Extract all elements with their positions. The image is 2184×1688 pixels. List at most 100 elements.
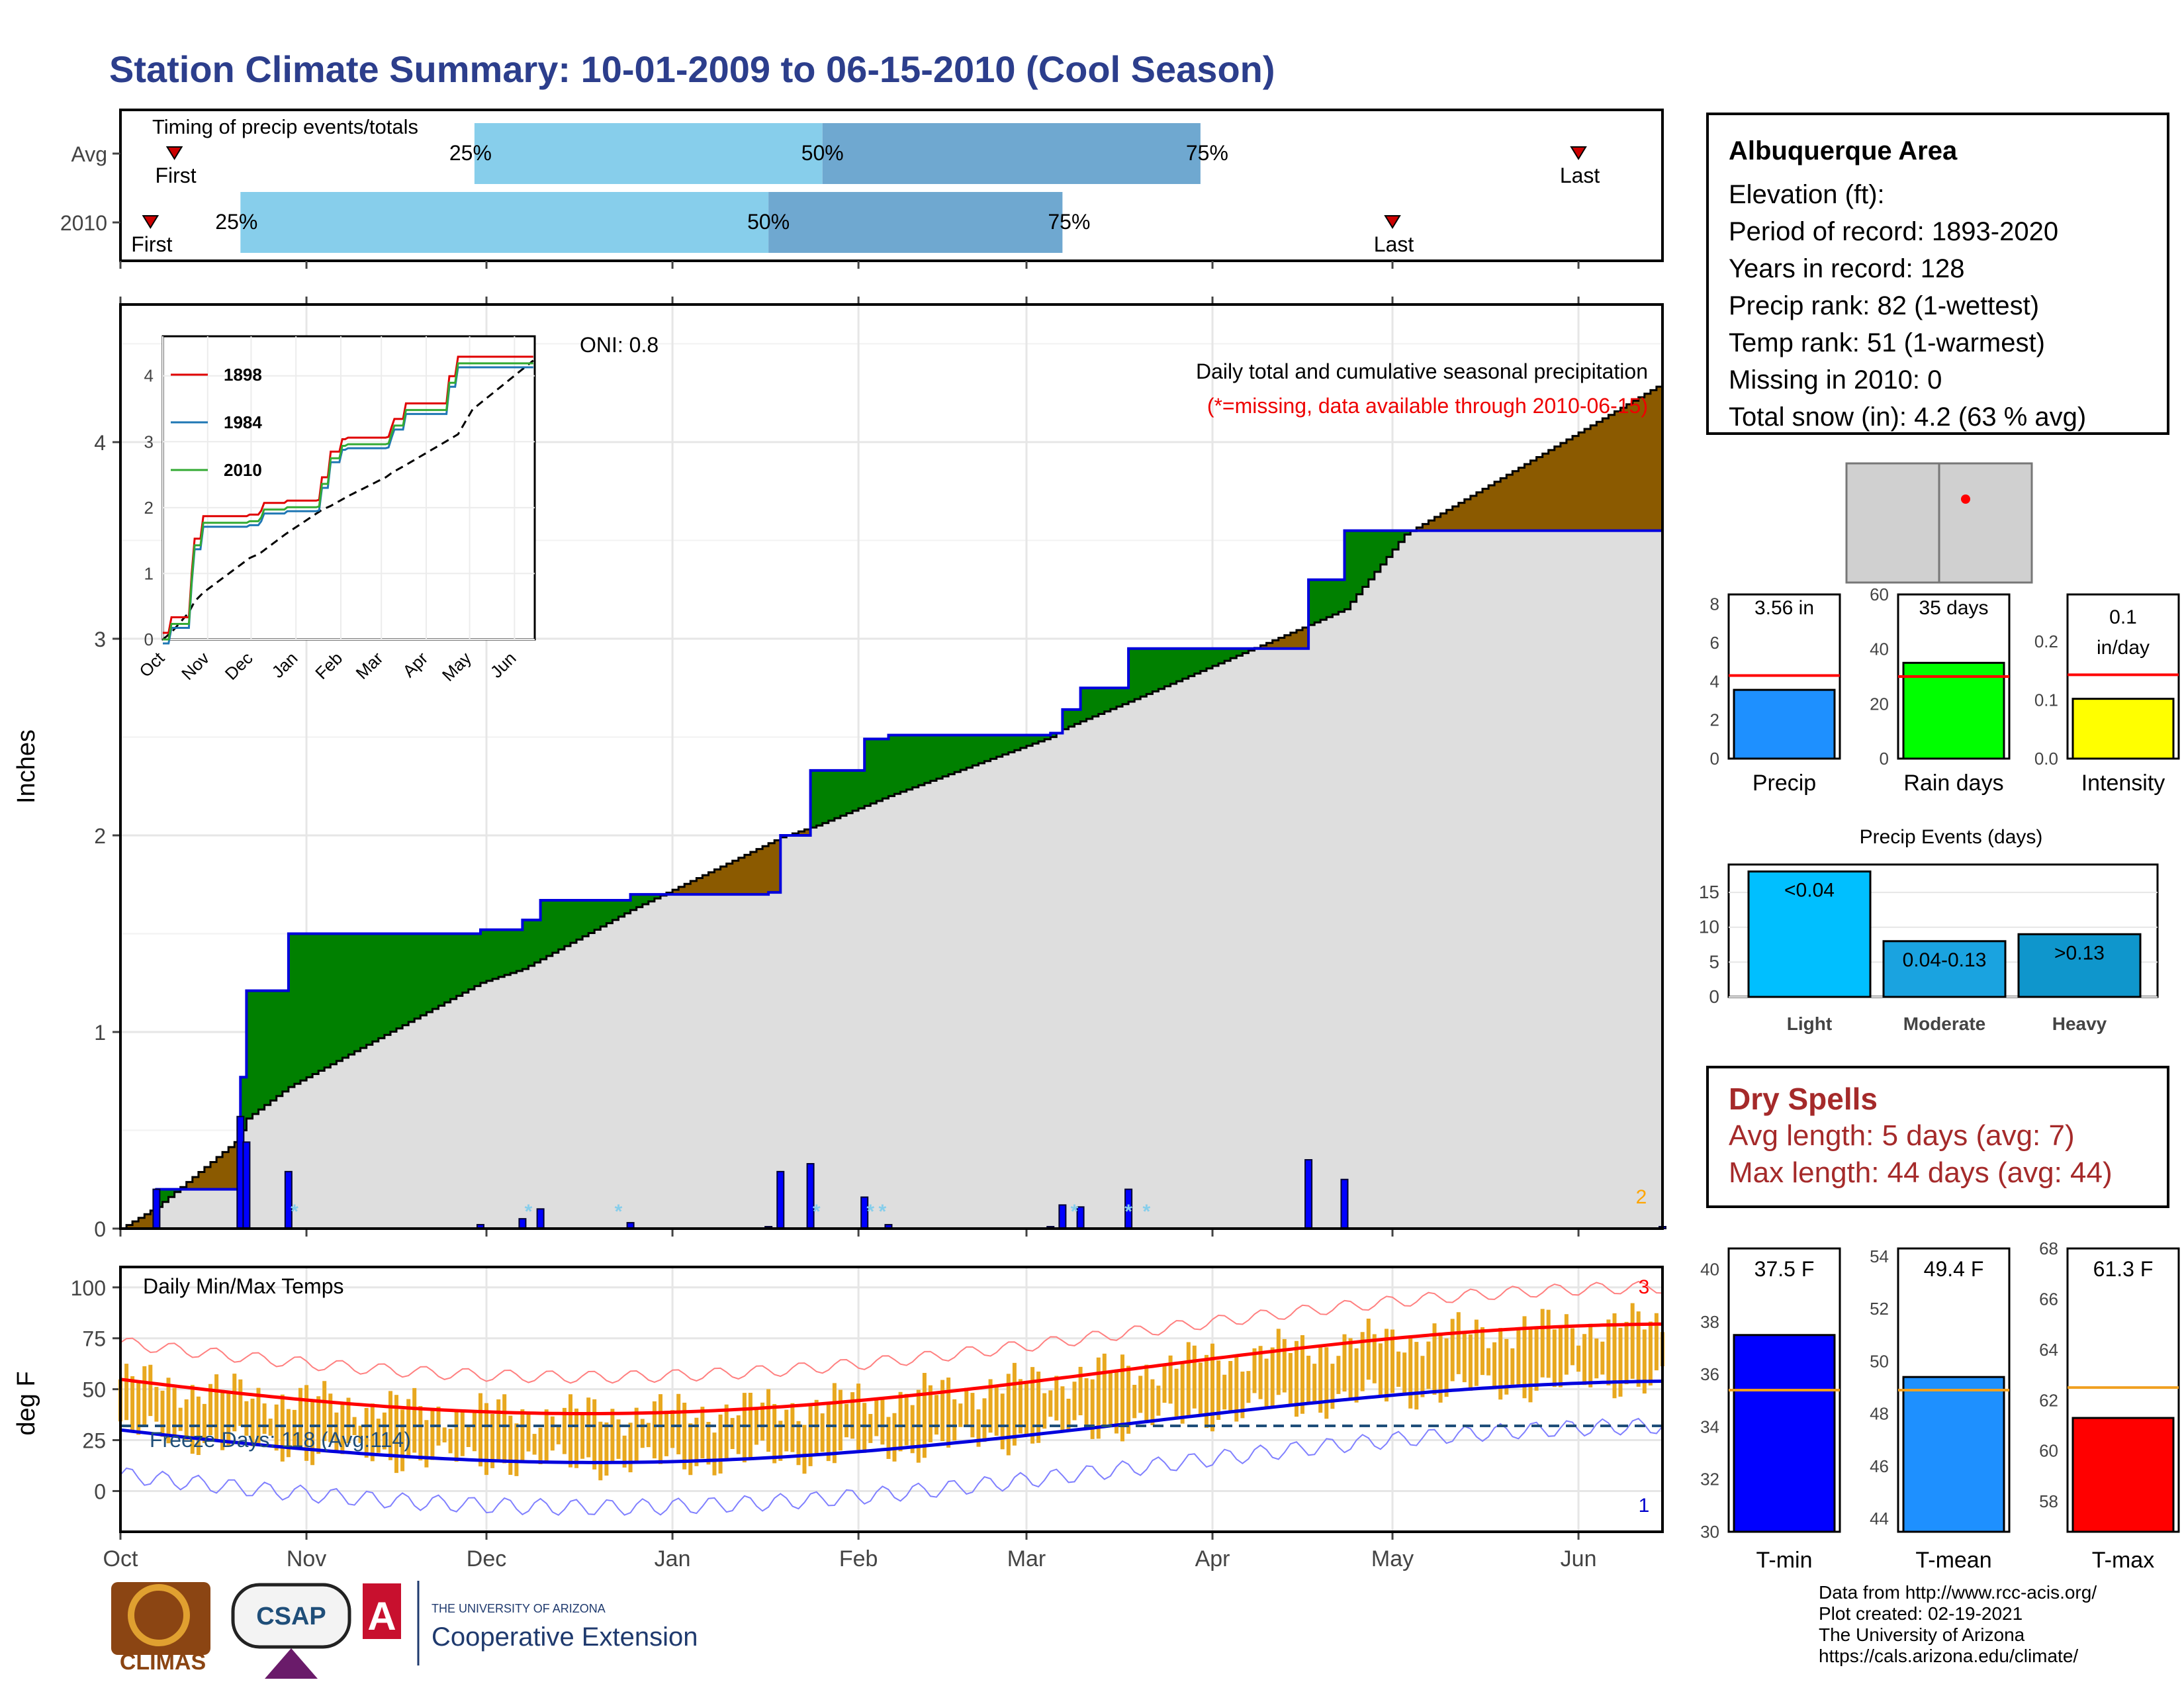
dry-spells-max: Max length: 44 days (avg: 44)	[1729, 1156, 2113, 1189]
precip-ytick-label-0: 0	[94, 1217, 106, 1241]
precip-ytick-label-2: 2	[94, 824, 106, 848]
inset-legend-label-1: 1984	[224, 412, 262, 432]
mini-temp-tick-2-2: 62	[2039, 1390, 2058, 1410]
temp-xtick-label-6: Apr	[1195, 1546, 1230, 1571]
inset-legend-label-2: 2010	[224, 460, 262, 480]
snow-marker-6: *	[1071, 1201, 1079, 1223]
mini-temp-name-1: T-mean	[1915, 1548, 1991, 1573]
mini-precip-name-1: Rain days	[1903, 771, 2003, 796]
credit-university: The University of Arizona	[1819, 1624, 2025, 1645]
ua-logo-small-text: THE UNIVERSITY OF ARIZONA	[432, 1602, 606, 1615]
ua-logo	[363, 1583, 401, 1639]
timing-bar-25-50-0	[474, 123, 823, 184]
inset-ytick-label-4: 4	[144, 366, 154, 386]
timing-last-marker-0	[1570, 146, 1587, 160]
mini-temp-tick-0-4: 38	[1700, 1312, 1719, 1332]
timing-first-label-1: First	[131, 232, 172, 256]
station-info-box: Albuquerque Area Elevation (ft): Period …	[1706, 113, 2169, 435]
temp-panel-label: Daily Min/Max Temps	[143, 1274, 343, 1298]
timing-p50-label-1: 50%	[747, 210, 790, 234]
inset-average-line	[162, 359, 534, 641]
timing-last-label-1: Last	[1374, 232, 1414, 256]
events-tick-2: 10	[1699, 917, 1719, 937]
climas-logo-sun	[128, 1584, 190, 1646]
timing-p25-label-0: 25%	[449, 141, 492, 165]
timing-bar-50-75-0	[822, 123, 1201, 184]
mini-temp-tick-0-3: 36	[1700, 1364, 1719, 1384]
timing-first-marker-1	[142, 215, 159, 229]
mini-temp-name-2: T-max	[2092, 1548, 2154, 1573]
timing-last-marker-1	[1384, 215, 1401, 229]
temp-xtick-label-0: Oct	[103, 1546, 138, 1571]
snow-marker-1: *	[525, 1201, 533, 1223]
precip-ytick-label-3: 3	[94, 628, 106, 651]
timing-p50-label-0: 50%	[801, 141, 844, 165]
temp-xtick-label-8: Jun	[1561, 1546, 1597, 1571]
mini-temp-name-0: T-min	[1756, 1548, 1813, 1573]
record-low-count: 1	[1639, 1495, 1650, 1517]
snow-marker-3: *	[813, 1201, 821, 1223]
freeze-days-label: Freeze Days: 118 (Avg:114)	[150, 1428, 411, 1452]
mini-temp-value-0: 37.5 F	[1754, 1257, 1815, 1281]
timing-bar-50-75-1	[768, 192, 1063, 253]
timing-row-label-0: Avg	[71, 142, 107, 166]
precip-observed-line	[120, 528, 1664, 1230]
station-name: Albuquerque Area	[1729, 136, 1958, 165]
temp-panel-frame	[119, 1266, 1664, 1533]
mini-temp-tick-2-4: 66	[2039, 1289, 2058, 1309]
precip-ytick-label-4: 4	[94, 431, 106, 455]
mini-precip-tick-0-1: 2	[1710, 710, 1719, 730]
inset-ytick-label-0: 0	[144, 630, 154, 649]
events-tick-1: 5	[1709, 951, 1719, 972]
inset-line-1898	[163, 355, 533, 634]
daily-precip-bar-20	[1304, 1159, 1313, 1230]
temp-xtick-label-2: Dec	[467, 1546, 506, 1571]
station-temp-rank: Temp rank: 51 (1-warmest)	[1729, 328, 2045, 357]
inset-line-2010	[163, 362, 533, 641]
station-missing: Missing in 2010: 0	[1729, 365, 1942, 395]
timing-p75-label-1: 75%	[1048, 210, 1090, 234]
mini-precip-bar-2	[2071, 698, 2175, 760]
snow-marker-7: *	[1124, 1201, 1132, 1223]
events-tick-0: 0	[1709, 986, 1719, 1007]
mini-temp-tick-0-1: 32	[1700, 1470, 1719, 1489]
mini-precip-tick-2-2: 0.2	[2034, 632, 2058, 651]
precip-caption: Daily total and cumulative seasonal prec…	[1196, 359, 1648, 383]
temp-ytick-label-1: 25	[82, 1429, 106, 1453]
mini-precip-tick-0-0: 0	[1710, 749, 1719, 769]
mini-temp-bar-0	[1733, 1334, 1836, 1533]
mini-precip-tick-1-1: 20	[1870, 694, 1889, 714]
mini-temp-tick-1-2: 48	[1870, 1404, 1889, 1424]
mini-temp-tick-2-5: 68	[2039, 1239, 2058, 1258]
mini-precip-tick-1-3: 60	[1870, 585, 1889, 604]
events-category-2: Heavy	[2052, 1013, 2107, 1034]
temp-ytick-label-0: 0	[94, 1479, 106, 1503]
snow-marker-8: *	[1142, 1201, 1150, 1223]
csap-logo-text: CSAP	[256, 1603, 326, 1630]
timing-p25-label-1: 25%	[215, 210, 257, 234]
inset-legend-label-0: 1898	[224, 365, 262, 385]
inset-line-1984	[163, 366, 533, 645]
precip-common-area	[120, 528, 1662, 1229]
timing-first-marker-0	[165, 146, 183, 160]
credit-source: Data from http://www.rcc-acis.org/	[1819, 1582, 2097, 1603]
climas-logo-text: CLIMAS	[120, 1650, 206, 1675]
temp-xtick-label-1: Nov	[287, 1546, 326, 1571]
credit-created: Plot created: 02-19-2021	[1819, 1603, 2023, 1624]
events-bar-0	[1747, 870, 1872, 998]
timing-last-label-0: Last	[1560, 164, 1600, 187]
dry-spells-title: Dry Spells	[1729, 1082, 1878, 1116]
mini-precip-tick-0-3: 6	[1710, 633, 1719, 653]
precip-corner-count: 2	[1636, 1186, 1647, 1208]
mini-temp-tick-1-5: 54	[1870, 1246, 1889, 1266]
events-tick-3: 15	[1699, 882, 1719, 902]
temp-xtick-label-4: Feb	[839, 1546, 878, 1571]
oni-label: ONI: 0.8	[580, 333, 659, 357]
mini-temp-tick-1-4: 52	[1870, 1299, 1889, 1319]
precip-caption-missing: (*=missing, data available through 2010-…	[1207, 394, 1648, 418]
mini-temp-tick-1-1: 46	[1870, 1456, 1889, 1476]
snow-marker-5: *	[879, 1201, 887, 1223]
mini-temp-tick-1-0: 44	[1870, 1509, 1889, 1528]
ua-logo-big-text: Cooperative Extension	[432, 1622, 698, 1652]
events-bar-1	[1882, 940, 2007, 998]
